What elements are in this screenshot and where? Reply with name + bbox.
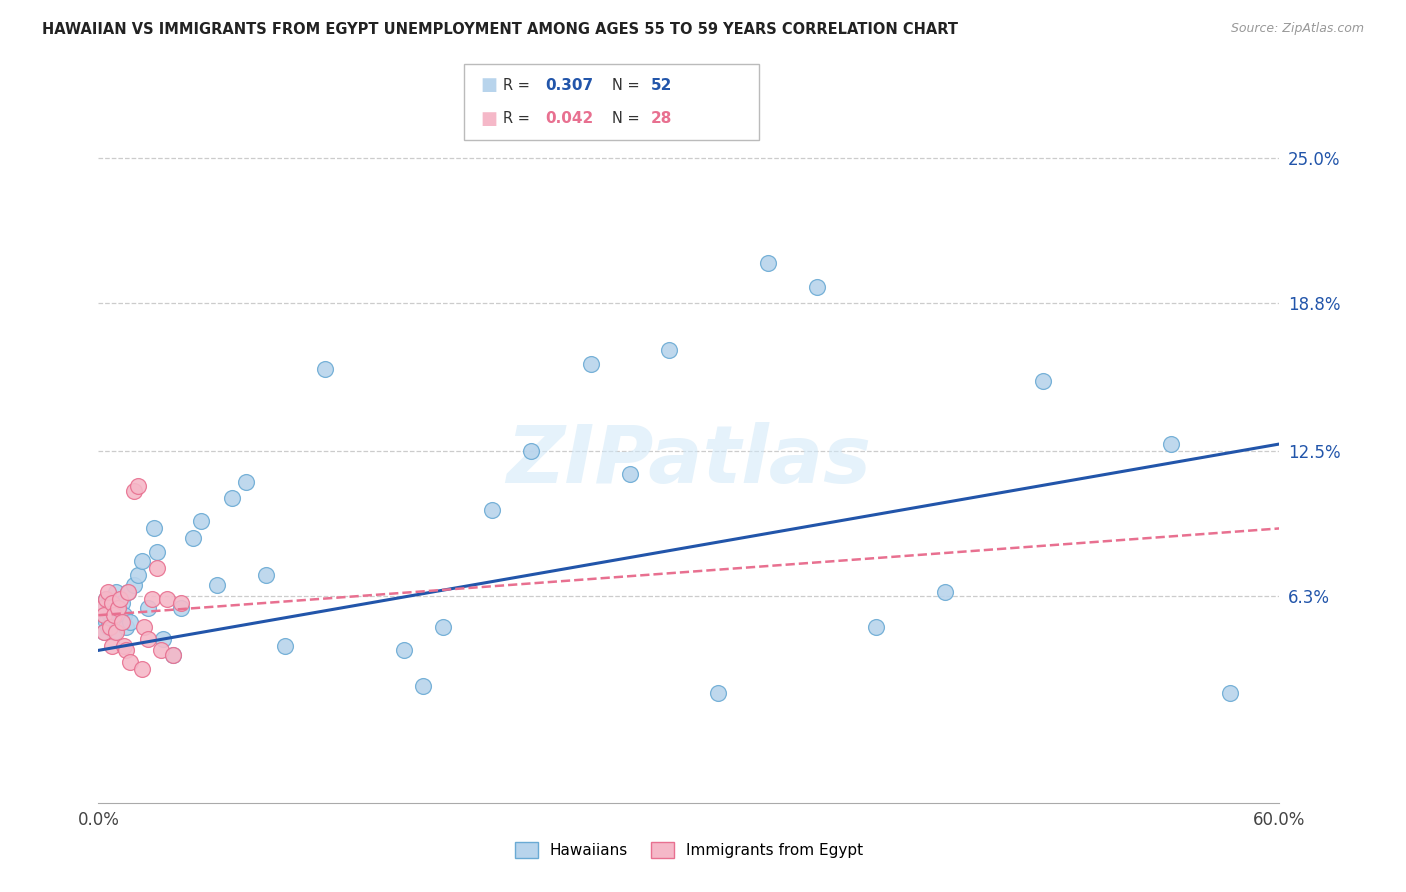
Point — [97, 597, 120, 611]
Point — [93, 624, 115, 639]
Point — [93, 608, 115, 623]
Text: 52: 52 — [651, 78, 672, 93]
Point — [108, 615, 131, 630]
Point — [111, 615, 134, 630]
Point — [432, 620, 454, 634]
Point — [274, 639, 297, 653]
Point — [162, 648, 184, 662]
Point — [105, 584, 128, 599]
Point — [117, 584, 139, 599]
Point — [122, 483, 145, 498]
Point — [520, 444, 543, 458]
Text: N =: N = — [612, 112, 644, 127]
Text: ■: ■ — [481, 110, 498, 128]
Text: ■: ■ — [481, 77, 498, 95]
Text: R =: R = — [503, 78, 534, 93]
Point — [658, 343, 681, 358]
Point — [1032, 374, 1054, 388]
Point — [934, 584, 956, 599]
Point — [392, 643, 415, 657]
Point — [1160, 437, 1182, 451]
Point — [96, 591, 118, 606]
Point — [101, 639, 124, 653]
Text: 0.307: 0.307 — [546, 78, 593, 93]
Point — [136, 601, 159, 615]
Point — [806, 280, 828, 294]
Point — [131, 554, 153, 568]
Point — [117, 584, 139, 599]
Point — [235, 475, 257, 489]
Point — [111, 597, 134, 611]
Point — [118, 615, 141, 630]
Point — [254, 568, 277, 582]
Point — [162, 648, 184, 662]
Text: 0.042: 0.042 — [546, 112, 593, 127]
Point — [146, 545, 169, 559]
Point — [112, 639, 135, 653]
Point — [103, 624, 125, 639]
Point — [314, 362, 336, 376]
Point — [108, 591, 131, 606]
Point — [150, 643, 173, 657]
Point — [107, 601, 129, 615]
Point — [97, 620, 120, 634]
Text: Source: ZipAtlas.com: Source: ZipAtlas.com — [1230, 22, 1364, 36]
Point — [1219, 685, 1241, 699]
Point — [98, 620, 121, 634]
Point — [865, 620, 887, 634]
Point — [412, 679, 434, 693]
Point — [205, 578, 228, 592]
Point — [98, 608, 121, 623]
Point — [103, 608, 125, 623]
Point — [96, 591, 118, 606]
Point — [105, 624, 128, 639]
Point — [101, 601, 124, 615]
Point — [107, 601, 129, 615]
Point — [127, 568, 149, 582]
Point — [579, 357, 602, 371]
Point — [131, 662, 153, 676]
Point — [96, 615, 118, 630]
Point — [136, 632, 159, 646]
Text: HAWAIIAN VS IMMIGRANTS FROM EGYPT UNEMPLOYMENT AMONG AGES 55 TO 59 YEARS CORRELA: HAWAIIAN VS IMMIGRANTS FROM EGYPT UNEMPL… — [42, 22, 957, 37]
Point — [93, 608, 115, 623]
Legend: Hawaiians, Immigrants from Egypt: Hawaiians, Immigrants from Egypt — [509, 836, 869, 864]
Point — [122, 578, 145, 592]
Text: ZIPatlas: ZIPatlas — [506, 422, 872, 500]
Point — [481, 502, 503, 516]
Point — [756, 256, 779, 270]
Point — [91, 601, 114, 615]
Point — [97, 584, 120, 599]
Point — [141, 591, 163, 606]
Point — [152, 632, 174, 646]
Point — [181, 531, 204, 545]
Point — [190, 515, 212, 529]
Point — [170, 601, 193, 615]
Text: R =: R = — [503, 112, 534, 127]
Point — [156, 591, 179, 606]
Point — [91, 601, 114, 615]
Point — [115, 643, 138, 657]
Point — [93, 624, 115, 639]
Point — [101, 597, 124, 611]
Point — [619, 467, 641, 482]
Point — [146, 561, 169, 575]
Point — [132, 620, 155, 634]
Point — [707, 685, 730, 699]
Point — [112, 608, 135, 623]
Text: 28: 28 — [651, 112, 672, 127]
Point — [170, 597, 193, 611]
Point — [115, 620, 138, 634]
Point — [221, 491, 243, 505]
Point — [127, 479, 149, 493]
Point — [142, 521, 165, 535]
Text: N =: N = — [612, 78, 644, 93]
Point — [118, 655, 141, 669]
Point — [101, 613, 124, 627]
